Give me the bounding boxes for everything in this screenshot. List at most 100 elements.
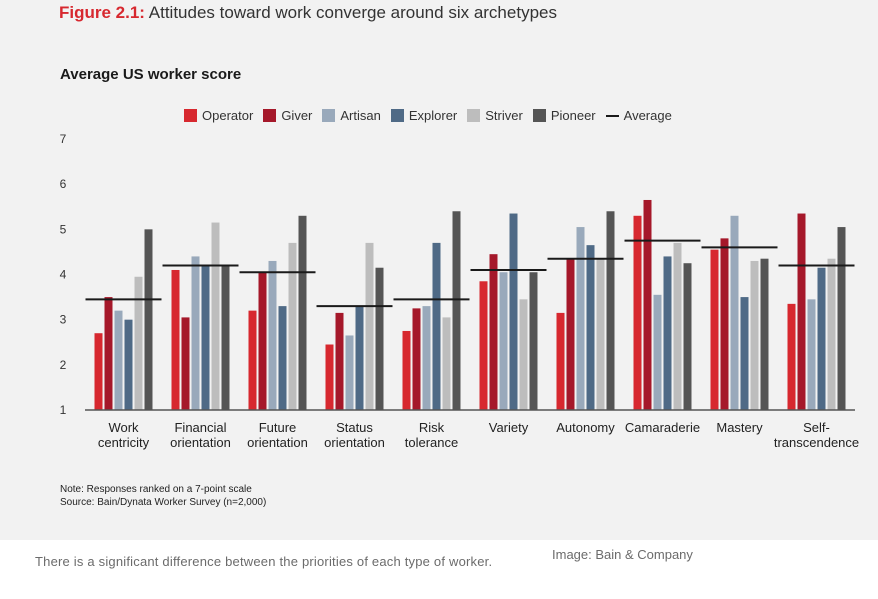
bar-pioneer — [606, 211, 615, 410]
bar-striver — [442, 317, 451, 410]
bar-operator — [248, 310, 257, 410]
bar-operator — [556, 312, 565, 410]
bar-giver — [104, 297, 113, 410]
bar-artisan — [653, 294, 662, 410]
bar-giver — [335, 312, 344, 410]
bar-giver — [720, 238, 729, 410]
bar-artisan — [499, 272, 508, 410]
legend-label-artisan: Artisan — [340, 108, 381, 123]
legend-swatch-operator — [184, 109, 197, 122]
chart-legend: Operator Giver Artisan Explorer Striver Pione… — [184, 108, 682, 123]
bar-explorer — [355, 306, 364, 410]
bar-pioneer — [375, 267, 384, 410]
bar-artisan — [114, 310, 123, 410]
chart-title: Average US worker score — [60, 66, 242, 83]
bar-pioneer — [760, 258, 769, 410]
bar-explorer — [817, 267, 826, 410]
bar-giver — [181, 317, 190, 410]
source-text: Source: Bain/Dynata Worker Survey (n=2,0… — [60, 497, 267, 508]
y-tick-label: 3 — [60, 313, 67, 327]
bar-giver — [258, 272, 267, 410]
image-credit: Image: Bain & Company — [552, 547, 693, 562]
bar-artisan — [807, 299, 816, 410]
legend-label-giver: Giver — [281, 108, 313, 123]
x-tick-label: Self-transcendence — [774, 420, 859, 450]
bar-striver — [134, 276, 143, 410]
bar-operator — [402, 330, 411, 410]
bar-pioneer — [837, 227, 846, 410]
bar-explorer — [278, 306, 287, 410]
bar-operator — [94, 333, 103, 410]
legend-swatch-explorer — [390, 109, 404, 122]
bar-explorer — [124, 319, 133, 410]
legend-item-pioneer: Pioneer — [532, 108, 596, 123]
legend-item-striver: Striver — [467, 108, 523, 123]
bar-striver — [211, 222, 220, 410]
bar-giver — [566, 258, 575, 410]
bar-striver — [288, 242, 297, 410]
x-tick-label: Mastery — [716, 420, 763, 435]
bar-explorer — [432, 242, 441, 410]
bar-giver — [412, 308, 421, 410]
bar-artisan — [345, 335, 354, 410]
legend-swatch-striver — [467, 109, 481, 122]
bar-operator — [325, 344, 334, 410]
x-tick-label: Status orientation — [324, 420, 385, 450]
legend-swatch-average — [605, 114, 619, 117]
bar-explorer — [586, 245, 595, 410]
bar-giver — [643, 199, 652, 410]
legend-label-striver: Striver — [485, 108, 523, 123]
y-tick-label: 4 — [60, 268, 67, 282]
legend-swatch-giver — [263, 109, 277, 122]
figure-title-text: Attitudes toward work converge around si… — [148, 3, 557, 22]
bar-striver — [596, 258, 605, 410]
legend-label-pioneer: Pioneer — [550, 108, 596, 123]
bar-pioneer — [298, 215, 307, 410]
bar-striver — [673, 242, 682, 410]
bar-giver — [489, 254, 498, 410]
bar-striver — [750, 260, 759, 410]
x-tick-label: Risk tolerance — [405, 420, 458, 450]
legend-item-artisan: Artisan — [322, 108, 381, 123]
bar-chart: 1 2 3 4 5 6 7 Work centricity Financial orientatio… — [60, 132, 859, 450]
bar-operator — [479, 281, 488, 410]
bar-pioneer — [452, 211, 461, 410]
bar-pioneer — [144, 229, 153, 410]
bar-explorer — [663, 256, 672, 410]
figure-title: Figure 2.1: Attitudes toward work conver… — [59, 3, 557, 23]
x-tick-label: Work centricity — [98, 420, 150, 450]
bar-striver — [365, 242, 374, 410]
legend-label-explorer: Explorer — [408, 108, 458, 123]
bar-striver — [519, 299, 528, 410]
note-text: Note: Responses ranked on a 7-point scal… — [60, 484, 252, 495]
x-tick-label: Future orientation — [247, 420, 308, 450]
bar-artisan — [268, 260, 277, 410]
x-tick-label: Financial orientation — [170, 420, 231, 450]
bar-pioneer — [221, 265, 230, 410]
legend-item-giver: Giver — [263, 108, 312, 123]
x-tick-label: Camaraderie — [625, 420, 700, 435]
legend-swatch-pioneer — [532, 109, 546, 122]
bar-artisan — [730, 215, 739, 410]
y-tick-label: 5 — [60, 222, 67, 236]
bar-explorer — [509, 213, 518, 410]
legend-item-average: Average — [605, 108, 672, 123]
bar-explorer — [740, 297, 749, 410]
y-tick-label: 6 — [60, 177, 67, 191]
bar-operator — [171, 269, 180, 410]
bar-striver — [827, 258, 836, 410]
legend-item-operator: Operator — [184, 108, 253, 123]
y-tick-label: 7 — [60, 132, 67, 146]
bar-pioneer — [529, 272, 538, 410]
y-tick-label: 1 — [60, 403, 67, 417]
bar-pioneer — [683, 263, 692, 410]
legend-label-operator: Operator — [202, 108, 254, 123]
x-tick-label: Variety — [489, 420, 529, 435]
y-tick-label: 2 — [60, 358, 67, 372]
figure-number: Figure 2.1: — [59, 3, 145, 22]
bar-artisan — [422, 306, 431, 410]
x-tick-label: Autonomy — [556, 420, 615, 435]
bar-explorer — [201, 265, 210, 410]
legend-item-explorer: Explorer — [390, 108, 458, 123]
bar-operator — [633, 215, 642, 410]
